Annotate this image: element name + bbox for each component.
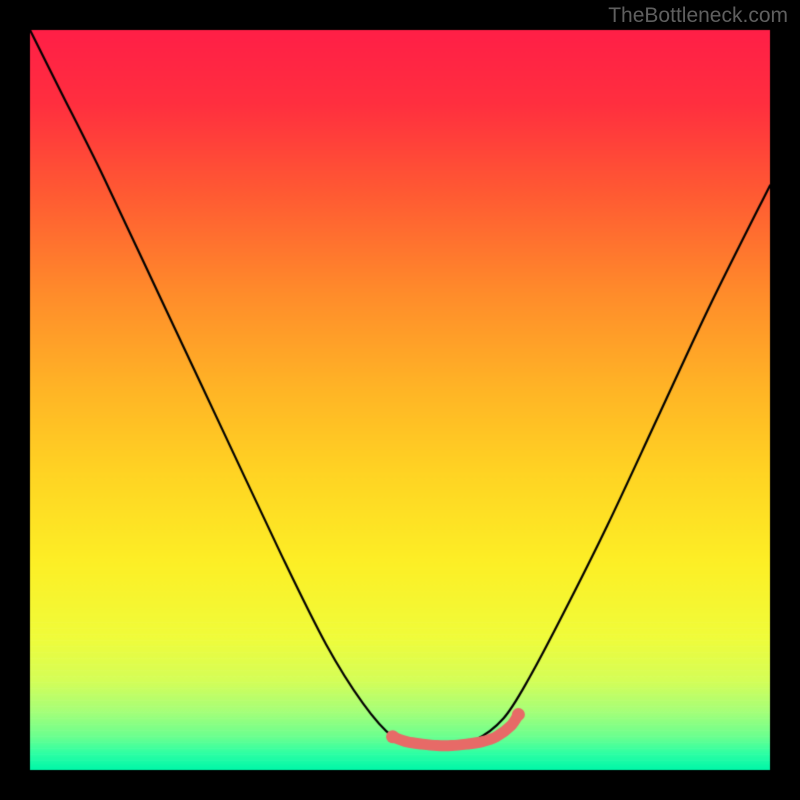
- watermark-label: TheBottleneck.com: [608, 4, 788, 28]
- bottleneck-v-curve-chart: [0, 0, 800, 800]
- chart-stage: TheBottleneck.com: [0, 0, 800, 800]
